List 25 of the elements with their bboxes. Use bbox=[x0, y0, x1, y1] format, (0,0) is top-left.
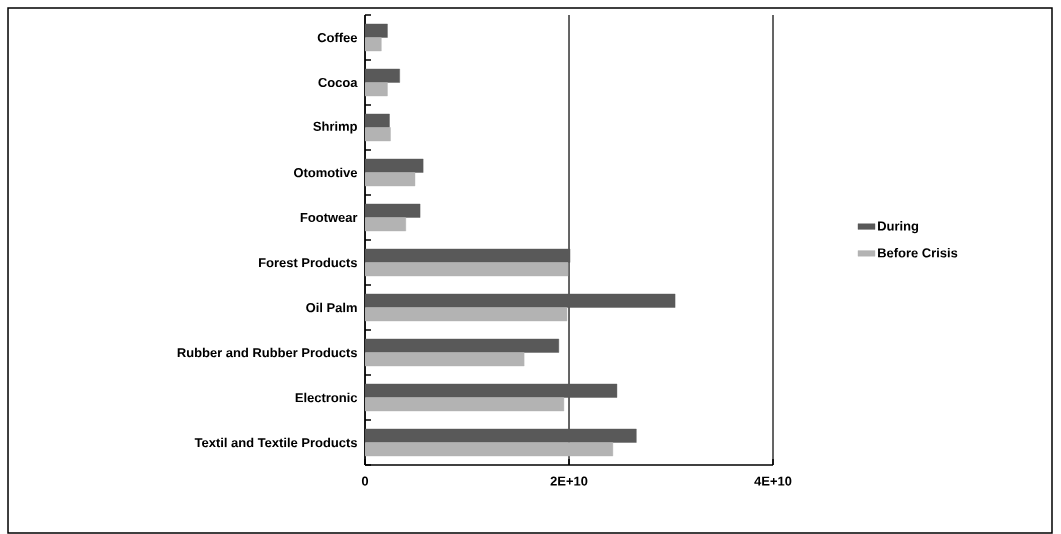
legend-label: During bbox=[878, 221, 919, 234]
y-tick-label: Rubber and Rubber Products bbox=[177, 347, 357, 358]
y-tick-label: Cocoa bbox=[318, 77, 358, 88]
y-tick-label: Electronic bbox=[295, 392, 358, 403]
y-tick-label: Otomotive bbox=[293, 167, 358, 178]
y-tick-label: Forest Products bbox=[259, 257, 357, 268]
bar bbox=[365, 23, 388, 38]
bar bbox=[365, 293, 676, 308]
y-tick-label: Oil Palm bbox=[306, 302, 357, 313]
x-tick-label: 0 bbox=[361, 476, 369, 486]
y-tick-label: Coffee bbox=[317, 32, 358, 43]
bar bbox=[365, 338, 560, 353]
x-tick-label: 4E+10 bbox=[754, 476, 792, 486]
y-tick-label: Shrimp bbox=[313, 121, 357, 134]
x-tick-label: 2E+10 bbox=[550, 476, 588, 486]
legend-label: Before Crisis bbox=[878, 247, 958, 258]
bar bbox=[365, 428, 637, 443]
bar bbox=[365, 248, 571, 263]
bar bbox=[365, 113, 390, 128]
bar bbox=[365, 158, 424, 173]
bar bbox=[365, 68, 400, 83]
bar bbox=[365, 383, 618, 398]
bar bbox=[365, 203, 421, 218]
y-tick-label: Textil and Textile Products bbox=[194, 437, 357, 448]
y-tick-label: Footwear bbox=[300, 212, 358, 222]
